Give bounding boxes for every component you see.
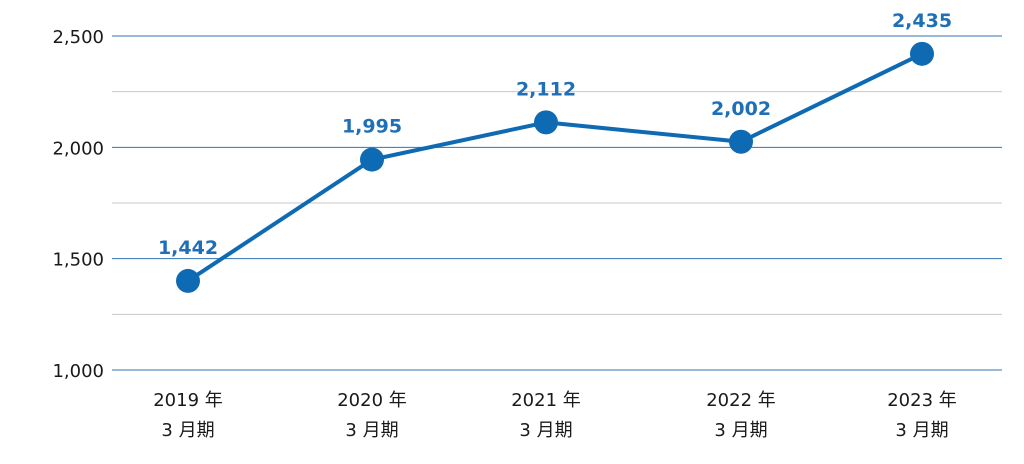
data-point [910, 41, 934, 66]
x-tick-label-period: 3 月期 [345, 420, 398, 441]
y-tick-label: 2,000 [52, 138, 104, 159]
y-tick-label: 1,500 [52, 250, 104, 271]
x-tick-label-period: 3 月期 [519, 420, 572, 441]
data-point [360, 147, 384, 172]
x-tick-label-period: 3 月期 [161, 420, 214, 441]
x-tick-label-period: 3 月期 [895, 420, 948, 441]
y-axis-ticks: 1,000 1,500 2,000 2,500 [52, 27, 104, 382]
x-axis-labels: 2019 年 3 月期 2020 年 3 月期 2021 年 3 月期 2022 年 3 月期… [153, 390, 957, 441]
x-tick-label-year: 2022 年 [706, 390, 776, 411]
data-label: 2,112 [516, 78, 576, 100]
gridlines [112, 35, 1002, 371]
data-label: 1,442 [158, 237, 218, 259]
y-tick-label: 1,000 [52, 361, 104, 382]
x-tick-label-year: 2023 年 [887, 390, 957, 411]
x-tick-label-year: 2019 年 [153, 390, 223, 411]
x-tick-label-year: 2021 年 [511, 390, 581, 411]
data-point [534, 110, 558, 135]
x-tick-label-period: 3 月期 [714, 420, 767, 441]
series-line-group: 1,442 1,995 2,112 2,002 2,435 [158, 10, 952, 293]
y-tick-label: 2,500 [52, 27, 104, 48]
x-tick-label-year: 2020 年 [337, 390, 407, 411]
data-point [729, 129, 753, 154]
data-point [176, 268, 200, 293]
data-label: 2,002 [711, 98, 771, 120]
data-label: 2,435 [892, 10, 952, 32]
data-label: 1,995 [342, 116, 402, 138]
